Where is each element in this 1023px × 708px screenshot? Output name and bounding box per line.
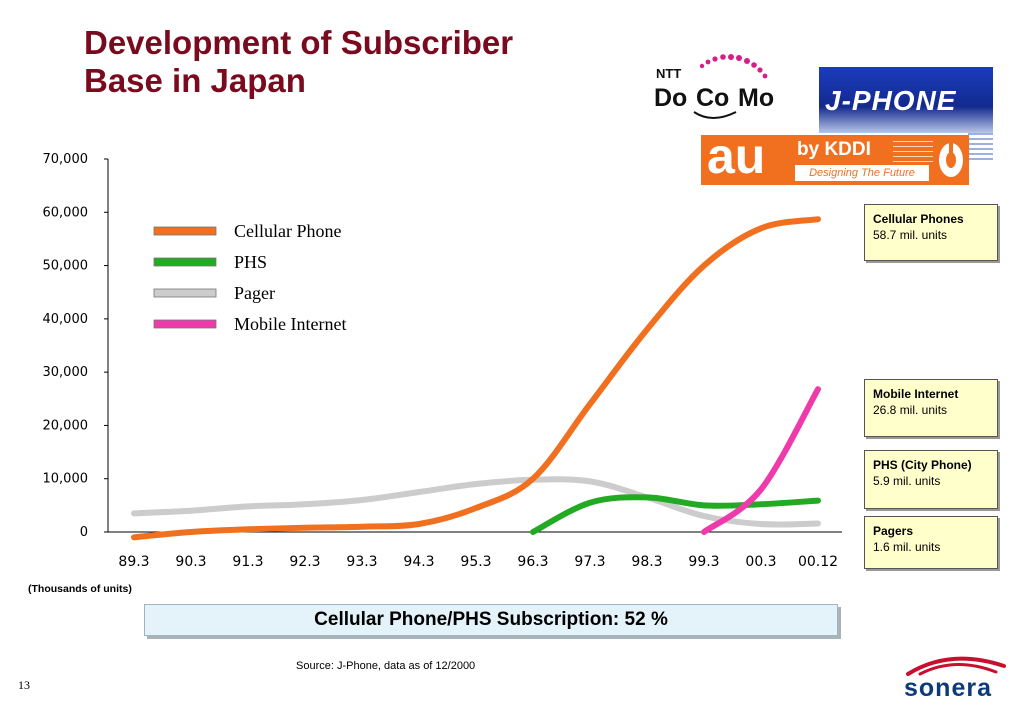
legend-label-phs: PHS xyxy=(234,252,267,272)
legend-swatch-cellular-phone xyxy=(153,226,217,236)
legend-swatch-mobile-internet xyxy=(153,319,217,329)
y-ticks: 0 10,000 20,000 30,000 40,000 50,000 60,000 70,… xyxy=(43,152,108,540)
legend-label-mobile-internet: Mobile Internet xyxy=(234,314,346,334)
au-text: au xyxy=(707,128,766,184)
info-title: PHS (City Phone) xyxy=(873,458,972,472)
docomo-co-text: Co xyxy=(696,84,729,112)
legend-label-pager: Pager xyxy=(234,283,275,303)
x-tick-label: 99.3 xyxy=(688,554,719,570)
title-line-2: Base in Japan xyxy=(84,62,306,99)
by-kddi-text: by KDDI xyxy=(797,139,871,160)
x-tick-label: 94.3 xyxy=(403,554,434,570)
info-box-cellular: Cellular Phones 58.7 mil. units xyxy=(864,204,998,261)
info-value: 26.8 mil. units xyxy=(873,403,948,417)
info-value: 5.9 mil. units xyxy=(873,474,941,488)
series-line-mobile-internet xyxy=(701,386,821,535)
x-tick-label: 95.3 xyxy=(460,554,491,570)
docomo-do-text: Do xyxy=(654,84,687,112)
series-line-pager xyxy=(131,476,821,528)
x-tick-label: 90.3 xyxy=(175,554,206,570)
au-kddi-logo: au by KDDI Designing The Future xyxy=(701,128,969,185)
au-emblem-icon xyxy=(939,143,963,177)
y-tick-label: 10,000 xyxy=(43,472,89,487)
x-ticks: 89.3 90.3 91.3 92.3 93.3 94.3 95.3 96.3 97.3 98.3… xyxy=(118,554,838,570)
au-fine-print xyxy=(893,141,933,163)
series-line-phs xyxy=(530,494,821,535)
info-value: 1.6 mil. units xyxy=(873,540,941,554)
y-tick-label: 70,000 xyxy=(43,152,89,167)
x-tick-label: 00.3 xyxy=(745,554,776,570)
info-title: Pagers xyxy=(873,524,914,538)
title-line-1: Development of Subscriber xyxy=(84,24,514,61)
docomo-ntt-text: NTT xyxy=(656,66,681,81)
y-tick-label: 20,000 xyxy=(43,418,89,433)
info-box-phs: PHS (City Phone) 5.9 mil. units xyxy=(864,450,998,509)
legend-label-cellular-phone: Cellular Phone xyxy=(234,221,341,241)
legend: Cellular Phone PHS Pager Mobile Internet xyxy=(153,221,346,334)
units-note: (Thousands of units) xyxy=(28,583,132,595)
y-tick-label: 0 xyxy=(80,525,88,540)
info-box-pagers: Pagers 1.6 mil. units xyxy=(864,516,998,569)
x-tick-label: 91.3 xyxy=(232,554,263,570)
info-box-mobile-internet: Mobile Internet 26.8 mil. units xyxy=(864,379,998,437)
x-tick-label: 93.3 xyxy=(346,554,377,570)
sonera-logo: sonera xyxy=(900,650,1018,706)
y-tick-label: 30,000 xyxy=(43,365,89,380)
x-tick-label: 96.3 xyxy=(517,554,548,570)
page-number: 13 xyxy=(18,678,30,692)
y-tick-label: 40,000 xyxy=(43,312,89,327)
y-tick-label: 60,000 xyxy=(43,205,89,220)
x-tick-label: 97.3 xyxy=(574,554,605,570)
legend-swatch-pager xyxy=(153,288,217,298)
series-lines xyxy=(131,216,821,541)
jphone-text: J-PHONE xyxy=(825,85,957,116)
x-tick-label: 00.12 xyxy=(798,554,838,570)
y-tick-label: 50,000 xyxy=(43,259,89,274)
sonera-text: sonera xyxy=(904,674,992,702)
x-tick-label: 92.3 xyxy=(289,554,320,570)
jphone-logo: J-PHONE xyxy=(819,67,993,133)
source-note: Source: J-Phone, data as of 12/2000 xyxy=(296,660,476,672)
info-value: 58.7 mil. units xyxy=(873,228,948,242)
series-line-cellular-phone xyxy=(131,216,821,541)
info-title: Mobile Internet xyxy=(873,387,959,401)
x-tick-label: 98.3 xyxy=(631,554,662,570)
x-tick-label: 89.3 xyxy=(118,554,149,570)
legend-swatch-phs xyxy=(153,257,217,267)
page-title: Development of Subscriber Base in Japan xyxy=(84,24,644,100)
info-title: Cellular Phones xyxy=(873,212,964,226)
subscription-banner: Cellular Phone/PHS Subscription: 52 % xyxy=(144,604,838,636)
au-tagline: Designing The Future xyxy=(795,165,929,181)
sonera-swoosh-icon xyxy=(906,656,1006,676)
jphone-stripes xyxy=(968,133,993,163)
docomo-logo: NTT Do Co Mo xyxy=(654,54,774,119)
docomo-mo-text: Mo xyxy=(738,84,774,112)
